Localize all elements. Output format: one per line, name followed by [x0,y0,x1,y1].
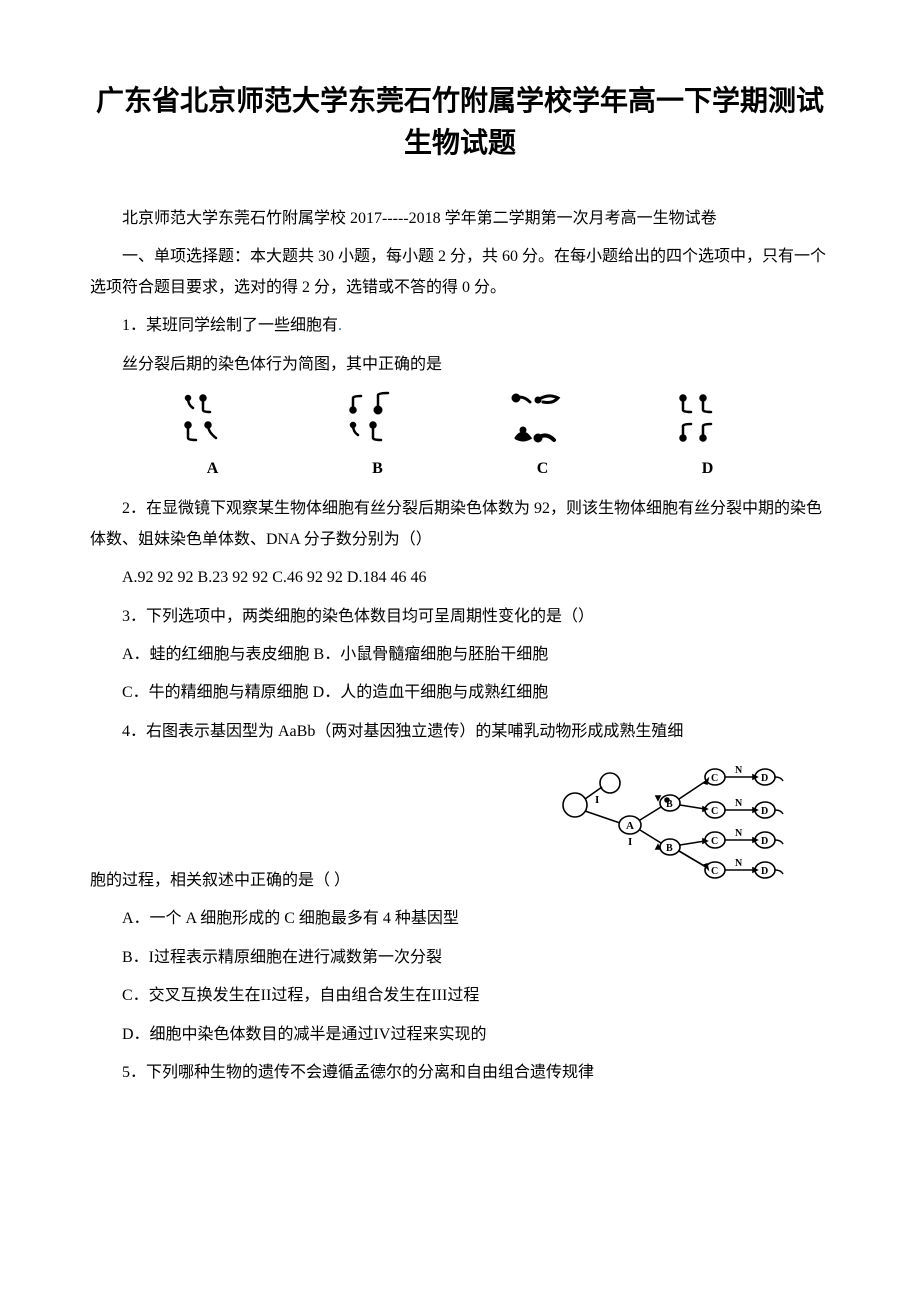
q1-label-c: C [537,454,549,484]
q1-option-b-figure [343,390,413,450]
svg-text:I: I [628,836,632,848]
svg-text:N: N [735,798,743,809]
question-5: 5．下列哪种生物的遗传不会遵循孟德尔的分离和自由组合遗传规律 [90,1058,830,1088]
q4-tree-diagram: I A I B B C C C C [550,755,810,885]
svg-text:C: C [711,866,718,877]
question-4-option-c: C．交叉互换发生在II过程，自由组合发生在III过程 [90,981,830,1011]
section-instructions: 一、单项选择题：本大题共 30 小题，每小题 2 分，共 60 分。在每小题给出… [90,242,830,303]
svg-text:D: D [761,836,768,847]
svg-text:D: D [761,866,768,877]
q1-label-d: D [702,454,714,484]
svg-text:N: N [735,828,743,839]
svg-text:C: C [711,836,718,847]
question-4-part2: 胞的过程，相关叙述中正确的是（ ） [90,866,350,896]
svg-text:B: B [666,843,673,854]
question-3: 3．下列选项中，两类细胞的染色体数目均可呈周期性变化的是（） [90,602,830,632]
svg-text:N: N [735,765,743,776]
q1-option-a-figure [178,390,248,450]
svg-text:D: D [761,806,768,817]
question-4-part1: 4．右图表示基因型为 AaBb（两对基因独立遗传）的某哺乳动物形成成熟生殖细 [90,717,830,747]
question-2-options: A.92 92 92 B.23 92 92 C.46 92 92 D.184 4… [90,563,830,593]
question-1-part1: 1．某班同学绘制了一些细胞有. [90,311,830,341]
question-4-option-d: D．细胞中染色体数目的减半是通过IV过程来实现的 [90,1020,830,1050]
q1-option-d-figure [673,390,743,450]
question-1-part2: 丝分裂后期的染色体行为简图，其中正确的是 [90,350,830,380]
question-3-options-ab: A．蛙的红细胞与表皮细胞 B．小鼠骨髓瘤细胞与胚胎干细胞 [90,640,830,670]
question-2: 2．在显微镜下观察某生物体细胞有丝分裂后期染色体数为 92，则该生物体细胞有丝分… [90,494,830,555]
question-4-option-a: A．一个 A 细胞形成的 C 细胞最多有 4 种基因型 [90,904,830,934]
svg-text:C: C [711,806,718,817]
svg-text:C: C [711,773,718,784]
svg-text:I: I [595,794,599,806]
q1-figure-row: A B C [130,390,790,484]
svg-text:A: A [626,820,634,832]
svg-text:D: D [761,773,768,784]
intro-school: 北京师范大学东莞石竹附属学校 2017-----2018 学年第二学期第一次月考… [90,204,830,234]
page-title: 广东省北京师范大学东莞石竹附属学校学年高一下学期测试生物试题 [90,80,830,164]
q1-label-a: A [207,454,219,484]
q1-option-c-figure [508,390,578,450]
q1-label-b: B [372,454,383,484]
question-3-options-cd: C．牛的精细胞与精原细胞 D．人的造血干细胞与成熟红细胞 [90,678,830,708]
question-4-option-b: B．I过程表示精原细胞在进行减数第一次分裂 [90,943,830,973]
svg-text:N: N [735,858,743,869]
